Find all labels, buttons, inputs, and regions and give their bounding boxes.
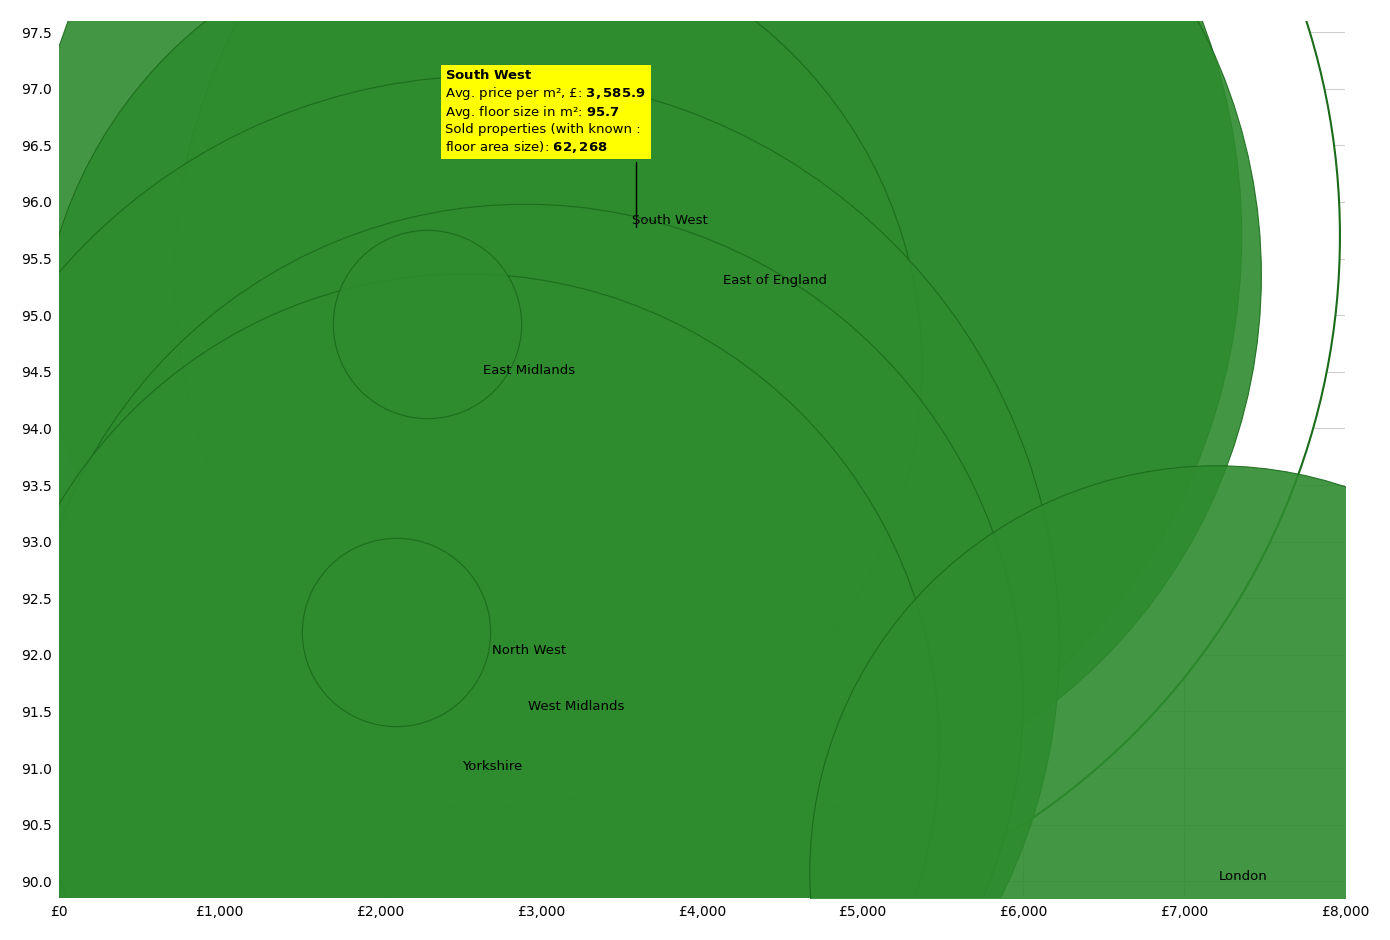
Text: East of England: East of England (723, 274, 827, 287)
Point (624, 228, 646, 243)
Point (514, 695, 537, 710)
Point (468, 358, 491, 373)
Point (478, 638, 500, 653)
Point (416, 317, 438, 332)
Point (706, 268, 728, 283)
Text: Yorkshire: Yorkshire (463, 760, 523, 774)
Text: East Midlands: East Midlands (482, 364, 575, 377)
Text: $\bf{South\ West}$
Avg. price per m², £: $\bf{3,585.9}$
Avg. floor size in m²: $: $\bf{South\ West}$ Avg. price per m², £:… (446, 69, 646, 227)
Point (455, 740, 477, 755)
Point (1205, 865, 1227, 880)
Text: North West: North West (492, 644, 567, 657)
Text: London: London (1219, 870, 1268, 884)
Text: South West: South West (632, 213, 708, 227)
Text: West Midlands: West Midlands (528, 700, 624, 713)
Point (385, 625, 407, 640)
Point (624, 228, 646, 243)
